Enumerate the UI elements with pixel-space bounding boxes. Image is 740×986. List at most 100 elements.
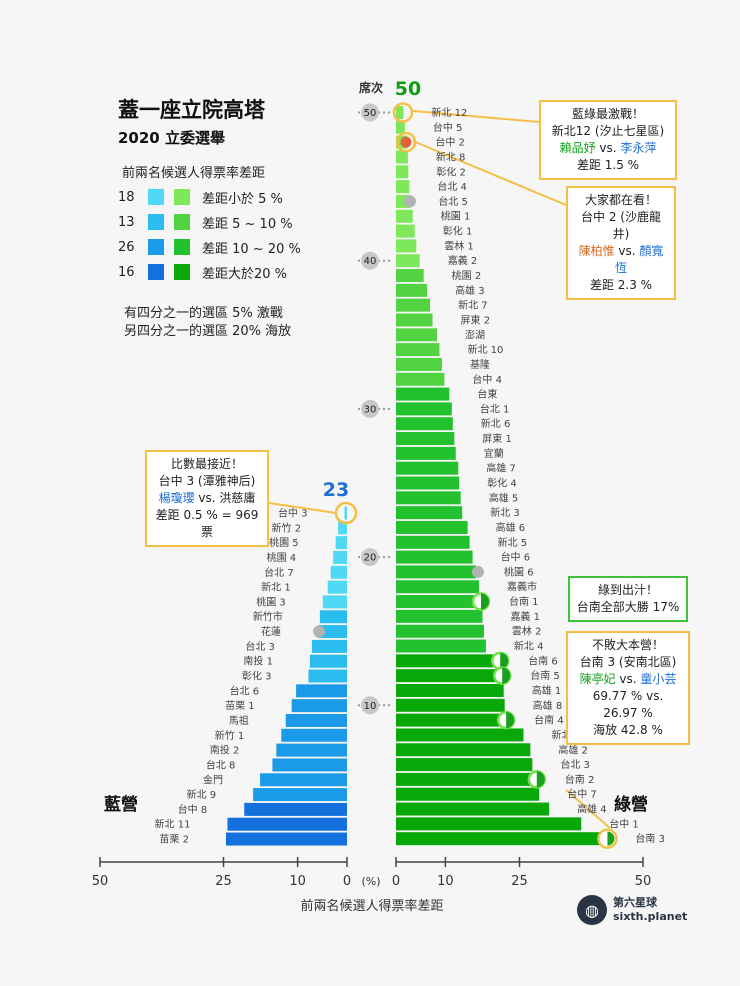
page-title: 蓋一座立院高塔 [118,98,265,122]
green-bar-label: 台中 6 [501,551,531,564]
green-bar-label: 高雄 4 [577,803,607,816]
candidate-a: 楊瓊瓔 [158,491,195,505]
legend-row: 18 差距小於 5 % [118,187,283,207]
candidate-a: 賴品妤 [559,141,596,155]
green-bar [396,357,442,371]
rank-tick-label: 40 [364,256,377,267]
page-subtitle: 2020 立委選舉 [118,129,225,147]
tainan-marker-fill [502,667,511,684]
blue-bar [276,743,347,757]
green-bar [396,595,481,609]
green-bar [396,283,428,297]
blue-bar [227,817,347,831]
blue-bar-label: 桃園 4 [267,551,297,564]
green-bar [396,491,461,505]
candidate-b: 李永萍 [620,141,657,155]
green-bar-label: 高雄 2 [558,743,588,756]
rank-tick-badge [361,399,379,418]
blue-bar [322,595,347,609]
green-bar-label: 嘉義市 [507,580,537,593]
green-bar [396,239,417,253]
blue-bar-label: 苗栗 1 [225,700,255,712]
blue-bar-label: 新北 11 [155,818,191,831]
legend-blue-swatch [148,239,164,255]
callout-taichung-2: 大家都在看！ 台中 2 (沙鹿龍井) 陳柏惟 vs. 顏寬恆 差距 2.3 % [566,186,676,300]
x-tick-label: 10 [437,874,454,889]
green-bar-label: 台中 7 [567,788,597,801]
blue-bar [333,550,347,564]
green-bar [396,313,433,327]
green-bar-label: 屏東 1 [482,432,512,445]
legend-label: 差距 5 ~ 10 % [202,216,293,232]
green-bar [396,609,483,623]
green-bar [396,150,408,164]
blue-bar [244,802,347,816]
rank-tick-label: 50 [364,108,377,119]
green-bar-label: 彰化 2 [436,165,466,178]
legend-count: 16 [118,264,135,280]
callout-connector [412,140,567,206]
green-bar [396,209,413,223]
green-bar-label: 新北 8 [436,150,466,163]
green-bar-label: 屏東 2 [461,313,491,326]
vs-text: vs. [599,141,617,155]
green-bar [396,254,420,268]
green-bar [396,698,505,712]
green-bar [396,387,450,401]
legend-green-swatch [174,189,190,205]
note-line-2: 另四分之一的選區 20% 海放 [124,324,292,339]
green-bar-label: 高雄 6 [496,521,526,534]
green-bar-label: 新北 12 [431,106,467,119]
green-camp-label: 綠營 [614,795,648,815]
legend-count: 18 [118,189,135,205]
green-bar-label: 新北 3 [490,506,520,519]
blue-bar-label: 彰化 3 [242,670,272,683]
green-bar-label: 澎湖 [465,329,485,341]
tainan-marker-fill [500,652,509,669]
rank-tick-badge [361,103,379,122]
blue-seat-count: 23 [323,479,349,501]
green-bar-label: 台南 2 [565,773,595,786]
green-bar-label: 高雄 8 [533,699,563,712]
rank-tick-badge [361,251,379,270]
blue-bar [319,610,347,624]
callout-connector [412,110,540,123]
blue-bar [327,580,347,594]
green-bar [396,728,524,742]
green-bar [396,550,473,564]
green-bar [396,372,445,386]
green-bar [396,802,550,816]
blue-bar-label: 新北 9 [187,788,217,801]
green-bar [396,180,410,194]
x-tick-label: 10 [289,874,306,889]
blue-bar-label: 花蓮 [261,625,281,638]
green-bar [396,580,479,594]
callout-margin: 差距 2.3 % [589,278,653,292]
blue-bar-label: 苗栗 2 [159,834,189,846]
green-bar [396,432,455,446]
legend-title: 前兩名候選人得票率差距 [122,166,266,181]
green-bar-label: 雲林 2 [512,625,542,638]
green-bar-label: 桃園 6 [504,565,534,578]
tainan-marker-fill [480,593,489,610]
blue-bar [285,713,347,727]
green-bar [396,165,409,179]
green-bar [396,476,460,490]
callout-new-taipei-12: 藍綠最激戰！ 新北12 (汐止七星區) 賴品妤 vs. 李永萍 差距 1.5 % [539,100,677,180]
green-bar-label: 台北 3 [560,758,590,771]
callout-margin: 差距 1.5 % [576,158,640,172]
blue-bar [330,565,347,579]
blue-bar [260,773,347,787]
x-tick-label: 0 [343,874,351,889]
green-bar [396,506,463,520]
green-seat-count: 50 [395,78,421,100]
logo: ◍ 第六星球 sixth.planet [577,895,687,925]
blue-bar-label: 台北 7 [264,566,294,579]
green-bar [396,713,507,727]
green-bar-label: 台南 5 [530,669,560,682]
green-bar-label: 台南 1 [509,595,539,608]
green-bar [396,639,486,653]
highlight-ring [392,102,414,123]
blue-bar [335,536,347,550]
green-bar-label: 桃園 1 [441,210,471,223]
